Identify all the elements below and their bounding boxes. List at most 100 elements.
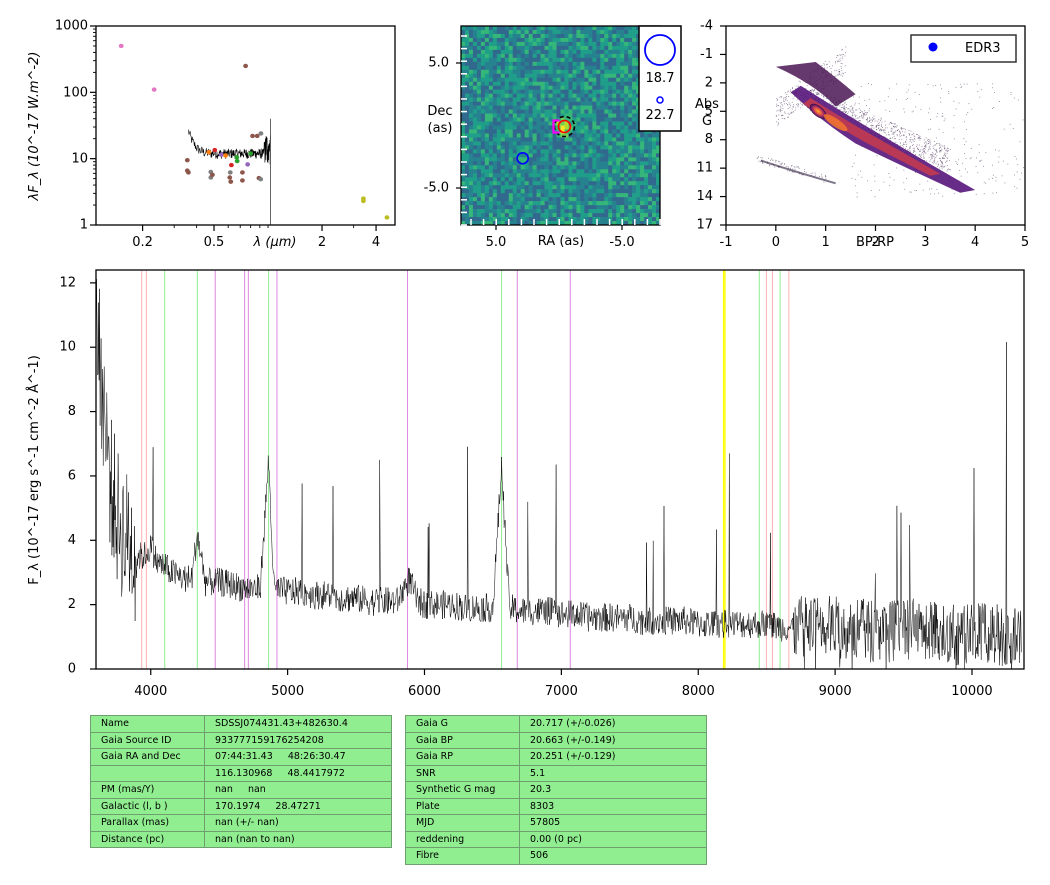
cmd-star	[945, 155, 946, 157]
cutout-pixel	[588, 221, 593, 225]
cutout-pixel	[604, 77, 609, 83]
cmd-star	[918, 94, 920, 95]
cutout-pixel	[568, 177, 573, 182]
cutout-pixel	[612, 93, 617, 98]
spectrum-panel: 4000 5000 6000 7000 8000 9000 10000 024681012 …	[26, 269, 1025, 699]
cmd-star	[783, 97, 785, 99]
cutout-pixel	[516, 129, 521, 134]
cmd-star	[869, 120, 870, 121]
cmd-star	[798, 167, 800, 169]
cmd-star	[843, 73, 844, 75]
cutout-pixel	[620, 169, 625, 174]
cutout-pixel	[604, 45, 609, 51]
cutout-pixel	[572, 85, 577, 90]
cutout-pixel	[568, 213, 573, 218]
cutout-pixel	[496, 29, 502, 35]
cmd-star	[944, 147, 946, 149]
cmd-star	[783, 100, 784, 102]
cutout-pixel	[564, 197, 569, 202]
cmd-star	[961, 86, 962, 88]
cmd-star	[838, 61, 840, 62]
cmd-star	[862, 111, 863, 113]
cmd-star	[876, 129, 878, 131]
cmd-star	[884, 129, 886, 131]
cmd-star	[927, 84, 929, 85]
cutout-pixel	[652, 185, 657, 190]
cmd-star	[976, 157, 977, 159]
cutout-pixel	[476, 181, 482, 186]
cutout-pixel	[472, 53, 478, 59]
cutout-pixel	[640, 205, 645, 210]
cutout-pixel	[632, 97, 637, 102]
cutout-pixel	[628, 57, 633, 63]
cmd-star	[917, 134, 918, 135]
cutout-pixel	[628, 201, 633, 206]
cutout-pixel	[560, 205, 565, 210]
cutout-pixel	[508, 165, 514, 170]
sed-point	[223, 153, 228, 158]
cutout-pixel	[484, 117, 490, 122]
cutout-pixel	[628, 185, 633, 190]
cutout-pixel	[552, 145, 557, 150]
cutout-pixel	[532, 49, 537, 55]
table-row: MJD 57805	[405, 814, 707, 832]
cutout-pixel	[528, 145, 533, 150]
cmd-star	[782, 115, 784, 116]
cmd-star	[823, 95, 825, 97]
cutout-pixel	[464, 185, 470, 190]
cutout-pixel	[484, 89, 490, 94]
cutout-pixel	[540, 201, 545, 206]
cutout-pixel	[480, 45, 486, 51]
cutout-pixel	[536, 57, 541, 63]
cutout-pixel	[568, 61, 573, 67]
cutout-pixel	[544, 117, 549, 122]
cutout-pixel	[560, 161, 565, 166]
cmd-star	[902, 143, 904, 145]
cutout-pixel	[544, 45, 549, 51]
cutout-pixel	[628, 157, 633, 162]
cutout-pixel	[624, 141, 629, 146]
cmd-star	[862, 117, 864, 119]
cmd-legend-box	[910, 34, 1017, 63]
cutout-pixel	[652, 165, 657, 170]
cutout-pixel	[584, 113, 589, 118]
cutout-pixel	[548, 193, 553, 198]
cutout-pixel	[620, 193, 625, 198]
cutout-pixel	[504, 161, 510, 166]
cutout-pixel	[464, 49, 470, 55]
cutout-pixel	[548, 157, 553, 162]
cmd-star	[826, 67, 828, 69]
cutout-pixel	[616, 209, 621, 214]
cutout-pixel	[588, 45, 593, 51]
cutout-pixel	[556, 93, 561, 98]
cutout-pixel	[604, 161, 609, 166]
cutout-pixel	[516, 69, 521, 75]
cutout-pixel	[500, 157, 506, 162]
cutout-pixel	[548, 181, 553, 186]
cutout-pixel	[656, 145, 660, 150]
cutout-pixel	[500, 153, 506, 158]
cutout-pixel	[544, 101, 549, 106]
cmd-star	[787, 91, 789, 93]
sed-point	[227, 175, 233, 180]
cutout-pixel	[572, 161, 577, 166]
cutout-pixel	[572, 45, 577, 51]
cutout-pixel	[472, 33, 478, 39]
cutout-pixel	[508, 217, 514, 222]
cutout-pixel	[584, 185, 589, 190]
cutout-pixel	[608, 81, 613, 86]
legend-large-circle-icon	[644, 34, 676, 66]
cutout-pixel	[564, 213, 569, 218]
cmd-star	[776, 100, 778, 101]
cutout-pixel	[592, 61, 597, 67]
cmd-star	[825, 178, 827, 180]
cmd-star	[872, 117, 873, 119]
cutout-pixel	[548, 153, 553, 158]
cmd-star	[790, 167, 791, 169]
cutout-pixel	[528, 81, 533, 86]
cutout-pixel	[628, 109, 633, 114]
cutout-pixel	[528, 73, 533, 79]
spectrum-xtick-label: 5000	[271, 684, 304, 699]
cmd-star	[838, 71, 840, 72]
cmd-star	[863, 113, 864, 115]
